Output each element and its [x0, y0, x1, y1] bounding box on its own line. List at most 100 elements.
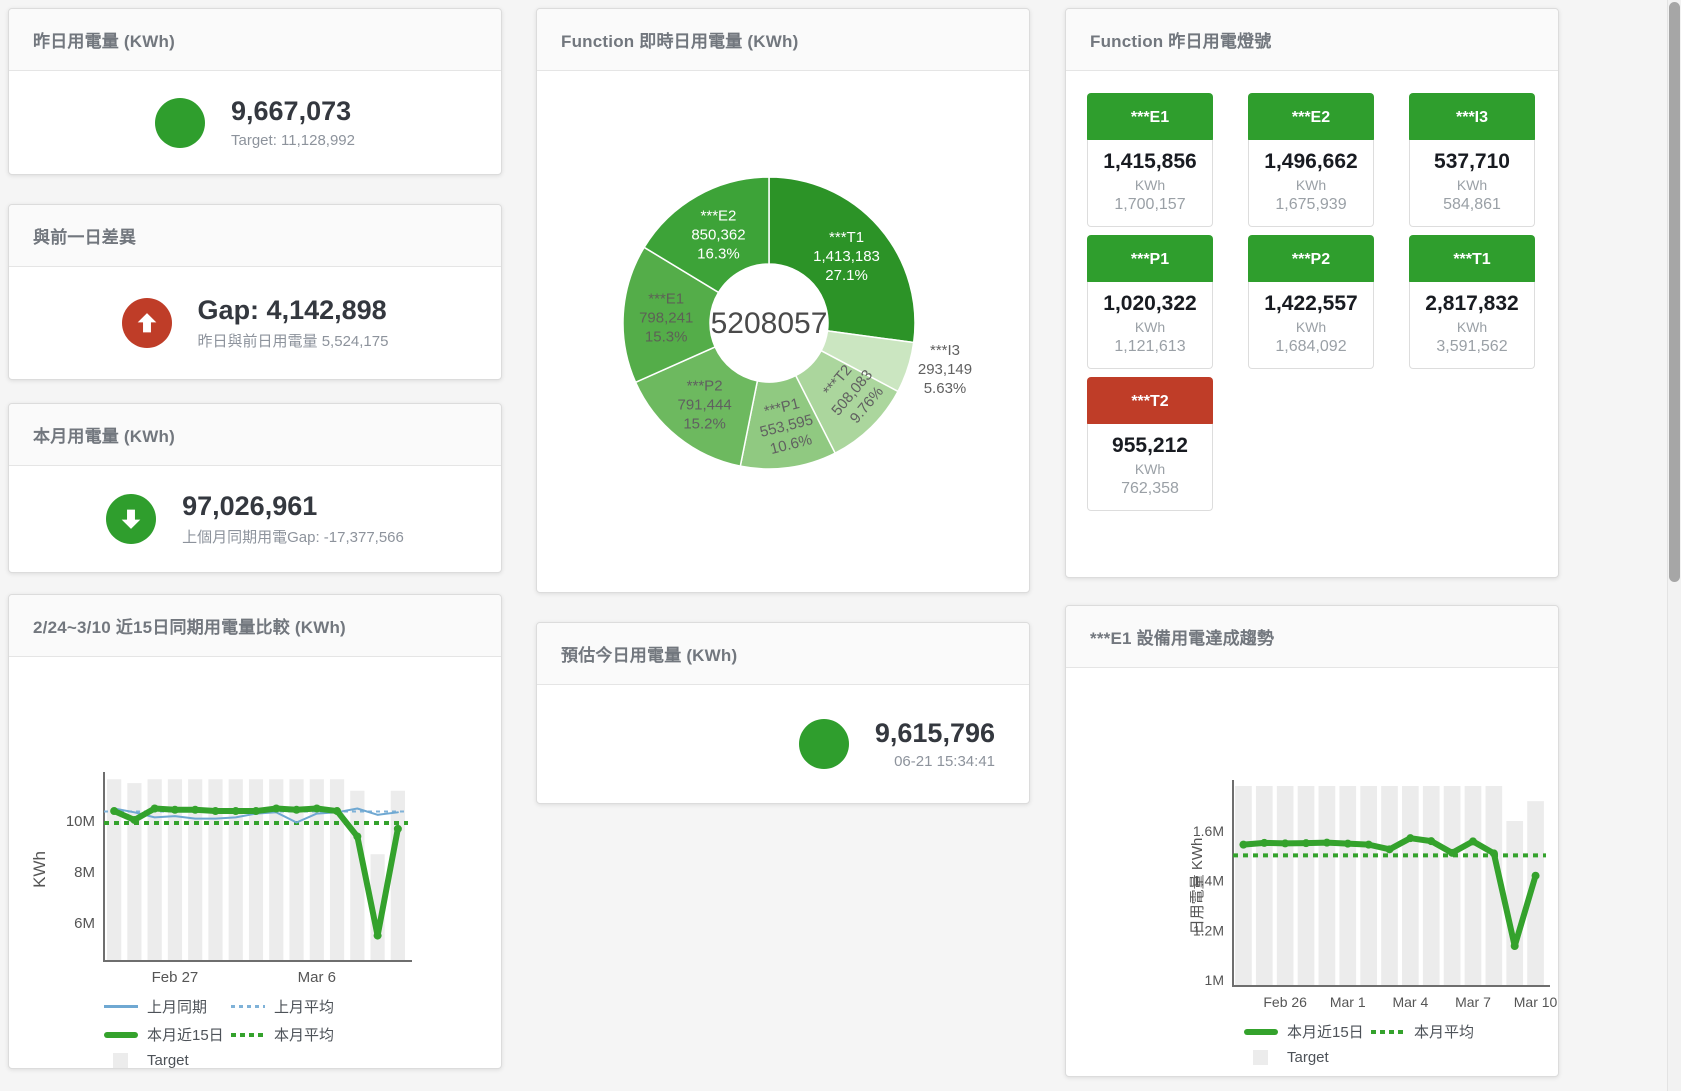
panel-e1-trend: ***E1 設備用電達成趨勢 1.6M 1.4M 1.2M 1M Feb 26 Mar 1…: [1065, 605, 1559, 1077]
e1-chart-legend: 本月近15日 本月平均 Target: [1244, 1021, 1558, 1066]
light-tile-target: 762,358: [1121, 480, 1179, 497]
legend-label: 本月平均: [274, 1027, 335, 1044]
panel-month-usage: 本月用電量 (KWh) 97,026,961 上個月同期用電Gap: -17,3…: [8, 403, 502, 573]
stat-value: Gap: 4,142,898: [197, 294, 387, 325]
e1-trend-chart[interactable]: 1.6M 1.4M 1.2M 1M Feb 26 Mar 1 Mar 4 Mar 7 Mar 1…: [1066, 668, 1558, 1012]
compare-chart-legend: 上月同期 上月平均 本月近15日 本月平均: [104, 996, 501, 1069]
svg-text:6M: 6M: [74, 915, 95, 932]
legend-item[interactable]: 本月平均: [1371, 1021, 1474, 1042]
panel-header: 與前一日差異: [9, 205, 501, 267]
panel-title[interactable]: Function 昨日用電燈號: [1090, 32, 1272, 51]
stat-body: 9,615,796 06-21 15:34:41: [537, 685, 1029, 803]
light-tile: ***I3 537,710 KWh 584,861: [1409, 93, 1535, 227]
legend-item[interactable]: 本月近15日: [1244, 1021, 1371, 1042]
light-tile-target: 1,700,157: [1114, 196, 1186, 213]
light-tile-body: 537,710 KWh 584,861: [1409, 140, 1535, 227]
light-tile-value: 1,422,557: [1264, 292, 1358, 315]
light-tile: ***E1 1,415,856 KWh 1,700,157: [1087, 93, 1213, 227]
svg-text:Feb 27: Feb 27: [152, 969, 199, 986]
light-tile: ***T1 2,817,832 KWh 3,591,562: [1409, 235, 1535, 369]
panel-header: 本月用電量 (KWh): [9, 404, 501, 466]
light-tile-target: 1,121,613: [1114, 338, 1186, 355]
legend-label: Target: [1287, 1049, 1329, 1066]
light-tile-header: ***T2: [1087, 377, 1213, 427]
light-tile-value: 537,710: [1434, 150, 1510, 173]
light-tile: ***P1 1,020,322 KWh 1,121,613: [1087, 235, 1213, 369]
stat-subtitle: Target: 11,128,992: [231, 131, 355, 149]
svg-text:8M: 8M: [74, 864, 95, 881]
panel-header: 2/24~3/10 近15日同期用電量比較 (KWh): [9, 595, 501, 657]
svg-text:Mar 1: Mar 1: [1330, 994, 1366, 1010]
light-tile: ***P2 1,422,557 KWh 1,684,092: [1248, 235, 1374, 369]
svg-text:5208057: 5208057: [711, 307, 828, 340]
stat-value: 9,667,073: [231, 96, 352, 127]
svg-text:Mar 4: Mar 4: [1392, 994, 1428, 1010]
realtime-usage-donut-chart[interactable]: ***T1 1,413,183 27.1%***I3 293,149 5.63%***T…: [537, 71, 1029, 592]
status-circle-icon: [798, 719, 849, 769]
svg-text:日用電量 KWh: 日用電量 KWh: [1189, 838, 1206, 935]
scrollbar-thumb[interactable]: [1669, 2, 1680, 582]
light-tile-unit: KWh: [1295, 177, 1327, 193]
light-tile-value: 1,496,662: [1264, 150, 1358, 173]
light-tile-value: 1,020,322: [1103, 292, 1197, 315]
panel-title[interactable]: 與前一日差異: [33, 228, 137, 247]
stat-value: 9,615,796: [874, 717, 995, 748]
light-tile-unit: KWh: [1456, 177, 1488, 193]
light-tile-body: 1,020,322 KWh 1,121,613: [1087, 282, 1213, 369]
legend-item[interactable]: Target: [104, 1052, 189, 1069]
panel-header: Function 即時日用電量 (KWh): [537, 9, 1029, 71]
light-tile-target: 1,684,092: [1275, 338, 1347, 355]
svg-text:1.4M: 1.4M: [1193, 873, 1224, 889]
line-sample-icon: [104, 1005, 138, 1008]
svg-text:KWh: KWh: [30, 851, 49, 888]
light-tile: ***E2 1,496,662 KWh 1,675,939: [1248, 93, 1374, 227]
legend-item[interactable]: 本月近15日: [104, 1024, 231, 1045]
legend-item[interactable]: 上月平均: [231, 996, 334, 1017]
up-arrow-icon: [121, 298, 172, 348]
svg-text:Mar 7: Mar 7: [1455, 994, 1491, 1010]
light-tile-unit: KWh: [1134, 319, 1166, 335]
panel-yesterday-usage: 昨日用電量 (KWh) 9,667,073 Target: 11,128,992: [8, 8, 502, 175]
panel-title[interactable]: 預估今日用電量 (KWh): [561, 646, 738, 665]
light-tile-header: ***P1: [1087, 235, 1213, 285]
svg-text:1M: 1M: [1205, 972, 1224, 988]
svg-text:Feb 26: Feb 26: [1263, 994, 1307, 1010]
light-tile-target: 3,591,562: [1436, 338, 1508, 355]
stat-body: Gap: 4,142,898 昨日與前日用電量 5,524,175: [9, 267, 501, 379]
legend-item[interactable]: 上月同期: [104, 996, 231, 1017]
legend-item[interactable]: Target: [1244, 1049, 1329, 1066]
light-tile-unit: KWh: [1134, 461, 1166, 477]
thick-line-sample-icon: [104, 1031, 138, 1038]
light-tile-body: 1,422,557 KWh 1,684,092: [1248, 282, 1374, 369]
light-tile-value: 2,817,832: [1425, 292, 1519, 315]
vertical-scrollbar[interactable]: [1667, 0, 1681, 1091]
panel-yesterday-lights: Function 昨日用電燈號 ***E1 1,415,856 KWh 1,700,1…: [1065, 8, 1559, 578]
light-tile-unit: KWh: [1295, 319, 1327, 335]
compare-15day-chart[interactable]: 10M 8M 6M Feb 27 Mar 6 KWh: [9, 657, 501, 989]
legend-label: 本月近15日: [1287, 1024, 1364, 1041]
panel-title[interactable]: 2/24~3/10 近15日同期用電量比較 (KWh): [33, 618, 346, 637]
lights-grid: ***E1 1,415,856 KWh 1,700,157 ***E2 1,496,662…: [1066, 71, 1558, 511]
light-tile-target: 584,861: [1443, 196, 1501, 213]
panel-title[interactable]: 昨日用電量 (KWh): [33, 32, 175, 51]
panel-title[interactable]: Function 即時日用電量 (KWh): [561, 32, 799, 51]
status-circle-icon: [155, 97, 205, 148]
light-tile-header: ***E2: [1248, 93, 1374, 143]
light-tile-header: ***P2: [1248, 235, 1374, 285]
panel-realtime-usage: Function 即時日用電量 (KWh) ***T1 1,413,183 27.1…: [536, 8, 1030, 593]
svg-text:1.2M: 1.2M: [1193, 922, 1224, 938]
panel-title[interactable]: ***E1 設備用電達成趨勢: [1090, 629, 1275, 648]
panel-title[interactable]: 本月用電量 (KWh): [33, 427, 175, 446]
legend-label: 本月近15日: [147, 1027, 224, 1044]
light-tile-body: 955,212 KWh 762,358: [1087, 424, 1213, 511]
legend-item[interactable]: 本月平均: [231, 1024, 334, 1045]
light-tile-body: 2,817,832 KWh 3,591,562: [1409, 282, 1535, 369]
light-tile: ***T2 955,212 KWh 762,358: [1087, 377, 1213, 511]
stat-timestamp: 06-21 15:34:41: [894, 753, 995, 771]
stat-value: 97,026,961: [182, 490, 318, 521]
